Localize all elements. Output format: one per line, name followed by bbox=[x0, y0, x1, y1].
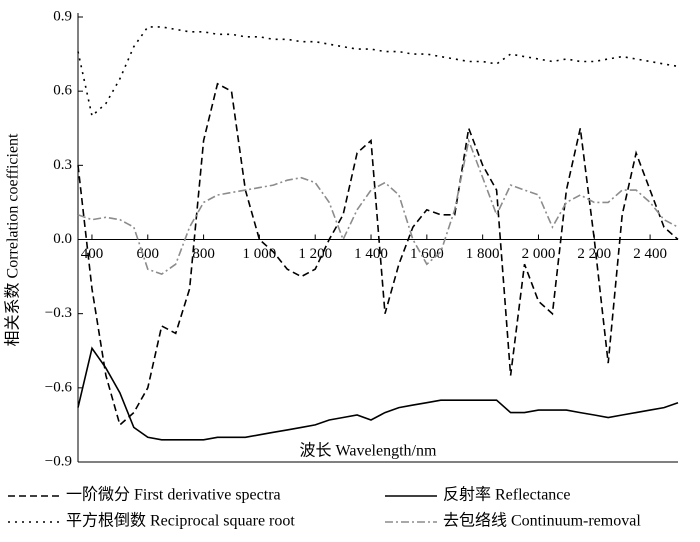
x-tick-label: 1 400 bbox=[354, 246, 388, 262]
x-axis-label: 波长 Wavelength/nm bbox=[300, 442, 437, 460]
x-tick-label: 400 bbox=[81, 246, 104, 262]
x-tick-label: 600 bbox=[137, 246, 160, 262]
y-tick-label: 0.3 bbox=[53, 157, 72, 173]
y-tick-label: −0.3 bbox=[45, 305, 72, 321]
y-axis-label: 相关系数 Correlation coefficient bbox=[4, 133, 22, 347]
legend-label: 反射率 Reflectance bbox=[443, 486, 571, 504]
series-line bbox=[77, 137, 679, 275]
x-tick-label: 1 800 bbox=[466, 246, 500, 262]
y-tick-label: −0.9 bbox=[45, 453, 72, 469]
y-tick-label: 0.0 bbox=[53, 231, 72, 247]
y-tick-label: 0.6 bbox=[53, 83, 72, 99]
series-line bbox=[77, 82, 679, 427]
x-tick-label: 2 400 bbox=[633, 246, 667, 262]
legend-label: 去包络线 Continuum-removal bbox=[443, 511, 641, 530]
y-tick-label: 0.9 bbox=[53, 8, 72, 24]
legend-label: 平方根倒数 Reciprocal square root bbox=[66, 512, 295, 530]
x-tick-label: 800 bbox=[192, 246, 215, 262]
x-tick-label: 1 000 bbox=[243, 246, 277, 262]
x-tick-label: 2 000 bbox=[522, 246, 556, 262]
legend-label: 一阶微分 First derivative spectra bbox=[66, 486, 281, 504]
x-tick-label: 1 200 bbox=[298, 246, 332, 262]
series-line bbox=[77, 26, 679, 118]
x-tick-label: 2 200 bbox=[577, 246, 611, 262]
series-line bbox=[77, 346, 679, 441]
y-tick-label: −0.6 bbox=[45, 379, 73, 395]
